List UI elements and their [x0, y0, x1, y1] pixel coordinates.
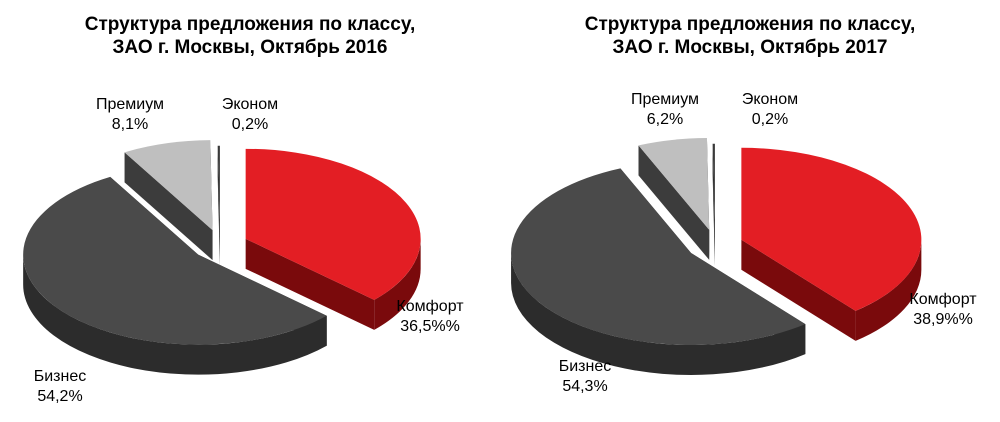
label-premium: Премиум 8,1% — [80, 95, 180, 135]
chart-title-line1: Структура предложения по классу, — [84, 14, 416, 35]
slice-biznes — [23, 176, 327, 375]
slice-top — [124, 140, 213, 231]
slice-top — [511, 168, 806, 345]
label-econom: Эконом 0,2% — [205, 95, 295, 135]
slice-value: 38,9%% — [913, 311, 973, 328]
slice-econom — [712, 143, 715, 266]
slice-rim — [855, 239, 922, 341]
slice-premium — [638, 137, 710, 260]
slice-name: Бизнес — [558, 358, 612, 375]
slice-rim — [374, 238, 421, 330]
slice-name: Эконом — [741, 91, 799, 108]
pie-chart-2017 — [511, 137, 922, 375]
slice-premium — [124, 140, 213, 261]
chart-title: Структура предложения по классу, ЗАО г. … — [500, 13, 1000, 59]
slice-wall — [741, 239, 856, 341]
slice-value: 6,2% — [646, 111, 684, 128]
chart-panel-2016: Структура предложения по классу, ЗАО г. … — [0, 13, 500, 407]
slice-top — [638, 137, 710, 230]
slice-name: Эконом — [221, 96, 279, 113]
label-komfort: Комфорт 36,5%% — [375, 297, 485, 337]
label-biznes: Бизнес 54,2% — [15, 367, 105, 407]
chart-title: Структура предложения по классу, ЗАО г. … — [0, 13, 500, 59]
chart-panel-2017: Структура предложения по классу, ЗАО г. … — [500, 0, 1000, 422]
slice-name: Бизнес — [33, 368, 87, 385]
slice-rim — [23, 254, 327, 375]
chart-title-line2: ЗАО г. Москвы, Октябрь 2016 — [112, 37, 388, 58]
slice-top — [741, 147, 922, 311]
slice-wall — [638, 145, 710, 260]
chart-title-line1: Структура предложения по классу, — [584, 14, 916, 35]
slice-name: Комфорт — [909, 291, 977, 308]
label-biznes: Бизнес 54,3% — [540, 357, 630, 397]
slice-top — [245, 148, 421, 300]
slice-econom — [217, 145, 220, 266]
label-premium: Премиум 6,2% — [615, 90, 715, 130]
slice-value: 54,3% — [562, 378, 608, 395]
slice-name: Премиум — [95, 96, 165, 113]
slice-top — [23, 176, 327, 345]
slice-value: 54,2% — [37, 388, 83, 405]
slice-top — [712, 143, 715, 236]
slice-value: 8,1% — [111, 116, 149, 133]
slice-komfort — [741, 147, 922, 341]
slice-wall — [217, 145, 220, 266]
slice-value: 36,5%% — [400, 318, 460, 335]
slice-biznes — [511, 168, 806, 375]
slice-rim — [511, 252, 806, 375]
slice-wall — [124, 152, 213, 261]
slice-top — [217, 145, 220, 236]
slice-komfort — [245, 148, 421, 330]
slice-name: Премиум — [630, 91, 700, 108]
slice-value: 0,2% — [751, 111, 789, 128]
slice-wall — [245, 238, 375, 330]
chart-title-line2: ЗАО г. Москвы, Октябрь 2017 — [612, 37, 888, 58]
slice-value: 0,2% — [231, 116, 269, 133]
pie-chart-2016 — [23, 140, 421, 375]
label-komfort: Комфорт 38,9%% — [893, 290, 993, 330]
slice-name: Комфорт — [396, 298, 464, 315]
slice-wall — [712, 143, 715, 266]
label-econom: Эконом 0,2% — [725, 90, 815, 130]
